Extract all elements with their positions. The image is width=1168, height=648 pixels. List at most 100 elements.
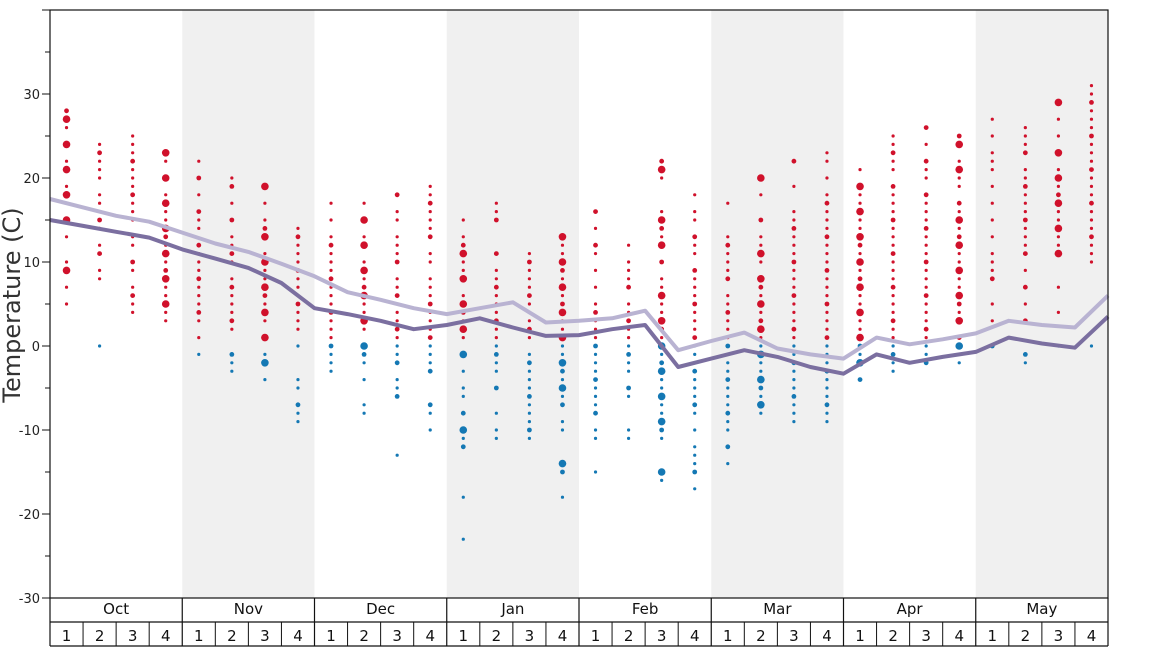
warm-temperature-dot bbox=[427, 200, 433, 206]
warm-temperature-dot bbox=[1089, 234, 1094, 240]
warm-temperature-dot bbox=[131, 176, 135, 180]
warm-temperature-dot bbox=[62, 266, 71, 275]
warm-temperature-dot bbox=[957, 226, 961, 230]
warm-temperature-dot bbox=[1089, 133, 1094, 139]
warm-temperature-dot bbox=[924, 252, 928, 256]
cold-temperature-dot bbox=[461, 495, 465, 499]
warm-temperature-dot bbox=[1089, 84, 1094, 88]
warm-temperature-dot bbox=[891, 310, 895, 314]
warm-temperature-dot bbox=[726, 302, 730, 306]
warm-temperature-dot bbox=[461, 268, 465, 272]
warm-temperature-dot bbox=[757, 174, 765, 182]
week-label: 4 bbox=[558, 627, 568, 645]
cold-temperature-dot bbox=[825, 394, 829, 398]
warm-temperature-dot bbox=[858, 201, 862, 205]
warm-temperature-dot bbox=[757, 325, 765, 334]
cold-temperature-dot bbox=[263, 378, 267, 382]
warm-temperature-dot bbox=[923, 125, 929, 130]
warm-temperature-dot bbox=[1056, 210, 1061, 214]
cold-temperature-dot bbox=[792, 411, 796, 415]
warm-temperature-dot bbox=[131, 310, 135, 314]
warm-temperature-dot bbox=[1089, 226, 1094, 230]
week-label: 3 bbox=[260, 627, 270, 645]
warm-temperature-dot bbox=[229, 217, 235, 223]
cold-temperature-dot bbox=[725, 444, 731, 450]
warm-temperature-dot bbox=[394, 326, 400, 332]
warm-temperature-dot bbox=[427, 301, 433, 307]
cold-temperature-dot bbox=[1089, 344, 1094, 348]
warm-temperature-dot bbox=[660, 302, 664, 306]
cold-temperature-dot bbox=[1023, 361, 1027, 365]
warm-temperature-dot bbox=[130, 158, 136, 164]
warm-temperature-dot bbox=[428, 260, 432, 264]
warm-temperature-dot bbox=[726, 268, 730, 272]
warm-temperature-dot bbox=[131, 151, 135, 155]
warm-temperature-dot bbox=[527, 302, 532, 306]
warm-temperature-dot bbox=[460, 242, 466, 248]
warm-temperature-dot bbox=[97, 176, 102, 180]
warm-temperature-dot bbox=[131, 134, 135, 138]
warm-temperature-dot bbox=[891, 142, 895, 146]
warm-temperature-dot bbox=[494, 277, 498, 281]
warm-temperature-dot bbox=[825, 159, 829, 163]
warm-temperature-dot bbox=[891, 302, 895, 306]
cold-temperature-dot bbox=[759, 361, 763, 365]
cold-temperature-dot bbox=[659, 360, 665, 366]
warm-temperature-dot bbox=[759, 193, 763, 197]
cold-temperature-dot bbox=[825, 344, 829, 348]
warm-temperature-dot bbox=[1054, 199, 1063, 207]
warm-temperature-dot bbox=[825, 310, 829, 314]
cold-temperature-dot bbox=[527, 369, 532, 373]
warm-temperature-dot bbox=[891, 210, 895, 214]
cold-temperature-dot bbox=[792, 403, 796, 407]
warm-temperature-dot bbox=[461, 336, 465, 340]
warm-temperature-dot bbox=[659, 259, 665, 265]
warm-temperature-dot bbox=[262, 226, 268, 231]
warm-temperature-dot bbox=[394, 259, 400, 265]
warm-temperature-dot bbox=[230, 201, 234, 205]
y-axis: -30 -20 -10 0 10 20 30 bbox=[19, 9, 50, 607]
warm-temperature-dot bbox=[792, 336, 796, 340]
warm-temperature-dot bbox=[891, 260, 895, 264]
warm-temperature-dot bbox=[296, 260, 300, 264]
cold-temperature-dot bbox=[494, 436, 498, 440]
cold-temperature-dot bbox=[560, 495, 565, 499]
warm-temperature-dot bbox=[924, 210, 928, 214]
warm-temperature-dot bbox=[825, 226, 829, 230]
warm-temperature-dot bbox=[197, 260, 201, 264]
warm-temperature-dot bbox=[328, 242, 334, 248]
warm-temperature-dot bbox=[395, 218, 399, 222]
warm-temperature-dot bbox=[757, 275, 765, 283]
warm-temperature-dot bbox=[792, 302, 796, 306]
warm-temperature-dot bbox=[131, 168, 135, 172]
warm-temperature-dot bbox=[161, 275, 170, 283]
warm-temperature-dot bbox=[955, 291, 964, 300]
warm-temperature-dot bbox=[459, 249, 468, 258]
warm-temperature-dot bbox=[62, 140, 71, 149]
warm-temperature-dot bbox=[990, 159, 994, 163]
warm-temperature-dot bbox=[990, 319, 994, 323]
warm-temperature-dot bbox=[461, 218, 465, 222]
warm-temperature-dot bbox=[957, 285, 961, 289]
warm-temperature-dot bbox=[163, 268, 169, 273]
warm-temperature-dot bbox=[394, 293, 400, 298]
cold-temperature-dot bbox=[560, 394, 565, 398]
warm-temperature-dot bbox=[726, 252, 730, 256]
warm-temperature-dot bbox=[130, 259, 136, 265]
warm-temperature-dot bbox=[923, 259, 929, 265]
y-tick-label: 0 bbox=[32, 340, 40, 355]
warm-temperature-dot bbox=[494, 210, 498, 214]
cold-temperature-dot bbox=[560, 469, 565, 475]
month-shading bbox=[182, 10, 1108, 598]
cold-temperature-dot bbox=[891, 344, 895, 348]
warm-temperature-dot bbox=[163, 234, 169, 240]
warm-temperature-dot bbox=[1022, 184, 1028, 189]
warm-temperature-dot bbox=[891, 134, 895, 138]
cold-temperature-dot bbox=[792, 378, 796, 382]
warm-temperature-dot bbox=[1089, 92, 1094, 96]
cold-temperature-dot bbox=[593, 369, 598, 373]
warm-temperature-dot bbox=[329, 336, 333, 340]
warm-temperature-dot bbox=[395, 252, 399, 256]
trend-lines bbox=[49, 197, 1110, 376]
warm-temperature-dot bbox=[1056, 218, 1061, 222]
